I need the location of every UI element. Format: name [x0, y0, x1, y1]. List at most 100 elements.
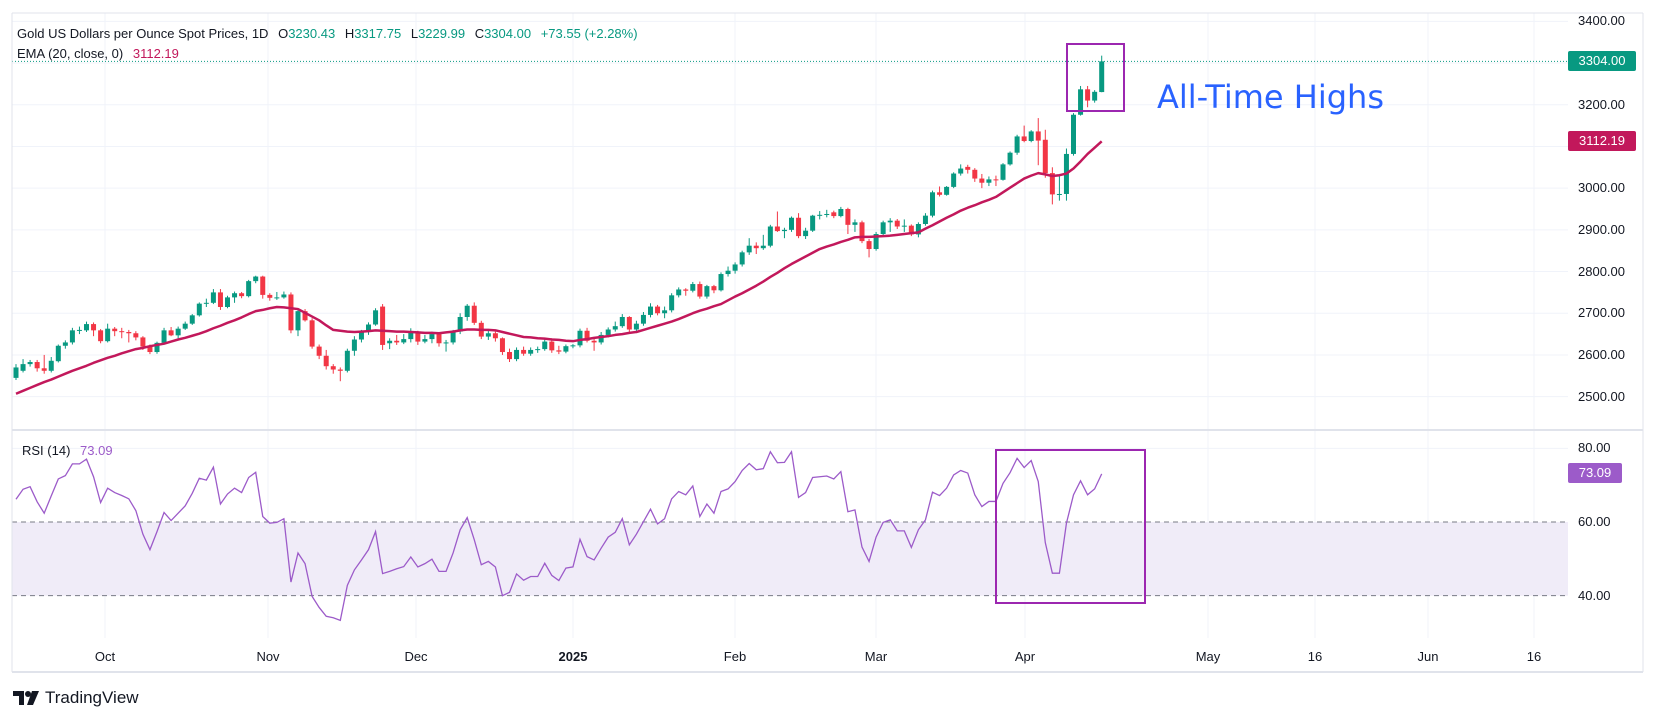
candle-body	[203, 302, 209, 304]
candle-body	[521, 349, 527, 354]
candle-body	[852, 222, 858, 225]
candle-body	[499, 338, 505, 353]
open-value: 3230.43	[288, 26, 336, 41]
brand-name: TradingView	[45, 688, 139, 707]
candle-body	[901, 225, 907, 227]
rsi-highlight-box	[995, 449, 1146, 604]
candle-body	[774, 226, 780, 232]
candle-body	[817, 214, 823, 216]
change-value: +73.55 (+2.28%)	[540, 26, 638, 41]
candle-body	[1056, 193, 1062, 195]
candle-body	[20, 364, 26, 371]
open-label: O	[278, 26, 289, 41]
candle-body	[760, 245, 766, 249]
candle-body	[464, 305, 470, 317]
ema-legend: EMA (20, close, 0) 3112.19	[17, 46, 179, 62]
candle-body	[662, 310, 668, 314]
candle-body	[845, 208, 851, 225]
candle-body	[570, 345, 576, 347]
candle-body	[182, 323, 188, 329]
price-tick-label: 2800.00	[1578, 263, 1625, 279]
candle-body	[133, 333, 139, 338]
candle-body	[175, 328, 181, 336]
time-tick-label: 2025	[558, 649, 588, 664]
candle-body	[210, 292, 216, 303]
last-price-badge: 3304.00	[1568, 51, 1636, 71]
highlight-boxes	[995, 43, 1146, 604]
rsi-band-fill	[12, 522, 1568, 596]
candle-body	[640, 314, 646, 324]
rsi-label[interactable]: RSI (14)	[22, 443, 71, 458]
candle-body	[41, 368, 47, 371]
candle-body	[986, 179, 992, 183]
candle-body	[485, 333, 491, 337]
candle-body	[655, 306, 661, 314]
candle-body	[380, 306, 386, 345]
candle-body	[838, 208, 844, 217]
candle-body	[556, 350, 562, 352]
close-label: C	[474, 26, 485, 41]
time-tick-label: Mar	[864, 649, 888, 664]
low-label: L	[410, 26, 419, 41]
candle-body	[1000, 164, 1006, 180]
tradingview-logo-icon	[13, 691, 39, 705]
candle-body	[302, 311, 308, 321]
candle-body	[922, 215, 928, 225]
candle-body	[894, 220, 900, 227]
candle-body	[358, 332, 364, 340]
candle-body	[915, 224, 921, 235]
candle-body	[295, 311, 301, 331]
candle-body	[225, 297, 230, 307]
all-time-highs-annotation: All-Time Highs	[1157, 78, 1384, 116]
candle-body	[471, 305, 477, 323]
price-tick-label: 2600.00	[1578, 346, 1625, 362]
time-tick-label: Feb	[723, 649, 747, 664]
candle-body	[958, 168, 964, 174]
high-value: 3317.75	[354, 26, 402, 41]
candle-body	[979, 178, 985, 183]
price-tick-label: 3200.00	[1578, 96, 1625, 112]
rsi-line	[15, 449, 1103, 622]
candle-body	[732, 264, 738, 271]
candle-body	[831, 212, 837, 217]
candle-body	[1085, 89, 1091, 101]
rsi-last-badge: 73.09	[1568, 463, 1622, 483]
candle-body	[105, 328, 111, 342]
rsi-tick-label: 40.00	[1578, 587, 1611, 603]
candle-body	[112, 328, 118, 332]
candle-body	[55, 345, 61, 362]
time-tick-label: May	[1195, 649, 1221, 664]
tradingview-logo[interactable]: TradingView	[13, 688, 139, 708]
candle-body	[394, 340, 400, 343]
candle-body	[944, 186, 950, 195]
candle-body	[267, 294, 273, 298]
candle-body	[535, 349, 541, 351]
ema-label[interactable]: EMA (20, close, 0)	[17, 46, 124, 61]
candle-body	[48, 360, 54, 371]
candle-body	[260, 276, 266, 295]
symbol-title[interactable]: Gold US Dollars per Ounce Spot Prices, 1…	[17, 26, 269, 41]
candle-body	[781, 229, 787, 232]
time-tick-label: 16	[1307, 649, 1323, 664]
candle-body	[281, 294, 287, 298]
candles	[13, 55, 1105, 382]
candle-body	[366, 324, 371, 333]
candle-body	[168, 330, 174, 336]
candle-body	[937, 192, 943, 195]
candle-body	[373, 310, 379, 325]
candle-body	[725, 270, 731, 275]
price-tick-label: 2900.00	[1578, 221, 1625, 237]
candle-body	[1078, 89, 1084, 115]
candle-body	[34, 362, 40, 369]
candle-body	[796, 217, 802, 237]
candle-body	[309, 320, 315, 347]
price-tick-label: 3000.00	[1578, 180, 1625, 196]
candle-body	[626, 316, 632, 330]
candle-body	[27, 362, 33, 365]
candle-body	[1035, 131, 1041, 141]
price-tick-label: 2700.00	[1578, 305, 1625, 321]
candle-body	[528, 349, 534, 354]
price-highlight-box	[1066, 43, 1125, 112]
candle-body	[690, 284, 696, 291]
